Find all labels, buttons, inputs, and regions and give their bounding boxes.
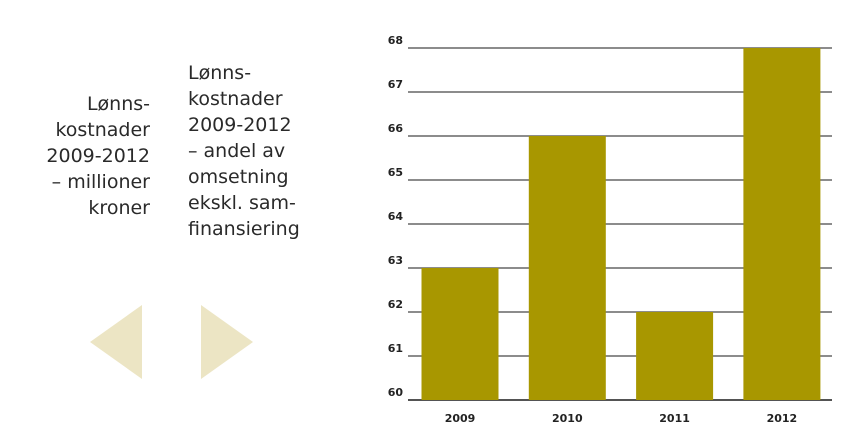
y-tick-label: 67 [388, 78, 403, 91]
y-tick-label: 60 [388, 386, 404, 399]
x-tick-label: 2011 [659, 412, 690, 425]
x-tick-labels: 2009 2010 2011 2012 [445, 412, 798, 425]
bars [421, 48, 821, 400]
y-tick-label: 61 [388, 342, 403, 355]
y-tick-label: 62 [388, 298, 403, 311]
x-tick-label: 2010 [552, 412, 583, 425]
bar-2009 [421, 268, 499, 400]
y-tick-label: 64 [388, 210, 404, 223]
y-tick-label: 65 [388, 166, 403, 179]
y-tick-labels: 60 61 62 63 64 65 66 67 68 [388, 34, 404, 399]
bar-2012 [743, 48, 821, 400]
tab-lonnskostnader-millioner[interactable]: Lønns- kostnader 2009-2012 – millioner k… [46, 93, 150, 219]
tab-lonnskostnader-andel[interactable]: Lønns- kostnader 2009-2012 – andel av om… [188, 62, 300, 240]
triangle-right-icon[interactable] [201, 305, 253, 379]
y-tick-label: 63 [388, 254, 403, 267]
bar-2010 [528, 136, 606, 400]
x-tick-label: 2012 [767, 412, 798, 425]
y-tick-label: 68 [388, 34, 403, 47]
bar-2011 [636, 312, 714, 400]
triangle-left-icon[interactable] [90, 305, 142, 379]
x-tick-label: 2009 [445, 412, 476, 425]
y-tick-label: 66 [388, 122, 404, 135]
